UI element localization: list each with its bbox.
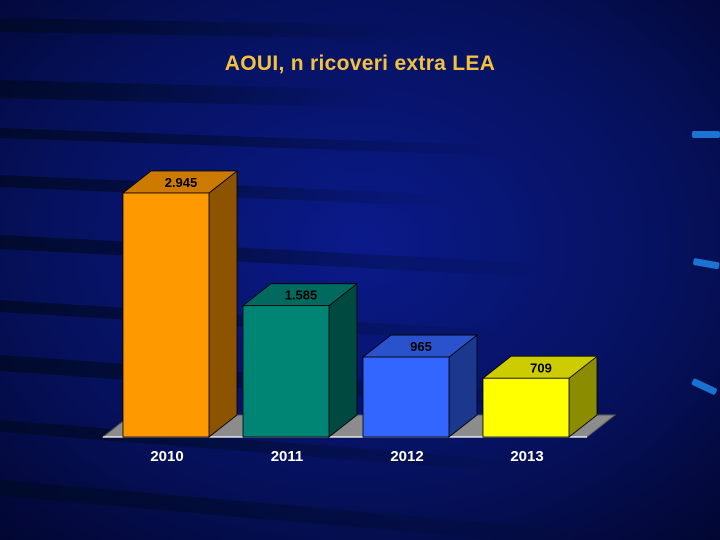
data-label: 709 (530, 360, 552, 375)
data-label: 1.585 (285, 288, 318, 303)
chart-title: AOUI, n ricoveri extra LEA (224, 52, 496, 75)
bar (362, 356, 450, 438)
bar (122, 192, 210, 438)
x-tick-label: 2010 (150, 448, 183, 465)
x-tick-label: 2012 (390, 448, 423, 465)
data-label: 965 (410, 339, 432, 354)
data-label: 2.945 (165, 175, 198, 190)
x-tick-label: 2013 (510, 448, 543, 465)
bar-side (328, 282, 358, 438)
bar (482, 377, 570, 438)
x-tick-label: 2011 (271, 448, 304, 465)
bar (242, 305, 330, 438)
bar-side (208, 170, 238, 438)
